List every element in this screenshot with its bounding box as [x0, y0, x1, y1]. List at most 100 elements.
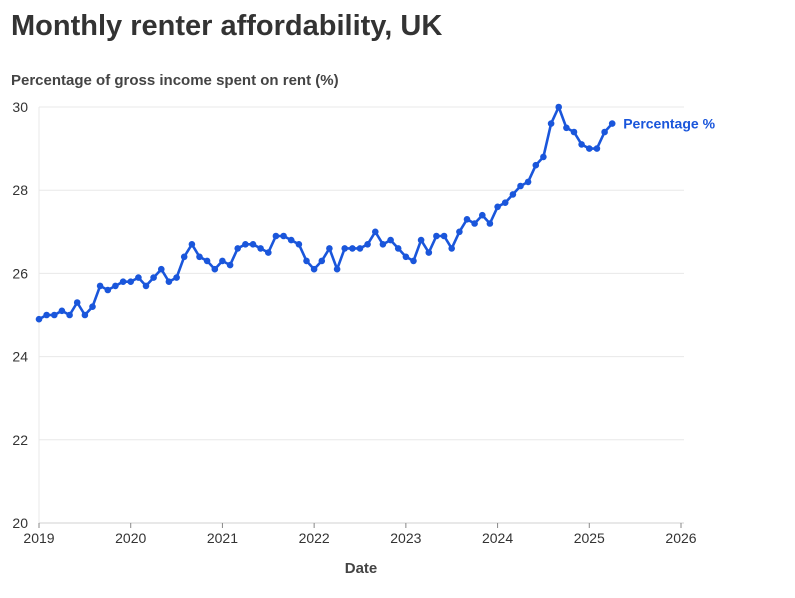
data-point [310, 265, 318, 273]
data-point [471, 220, 478, 227]
data-point [410, 257, 417, 265]
x-tick-label: 2020 [115, 530, 146, 546]
data-point [326, 245, 333, 252]
series-group: Percentage % [35, 103, 716, 323]
data-point [379, 241, 387, 248]
data-point [318, 257, 326, 265]
data-point [463, 216, 471, 223]
y-tick-label: 30 [12, 99, 28, 115]
data-point [394, 245, 402, 252]
series-line [38, 105, 614, 321]
data-point [119, 278, 127, 286]
data-point [479, 211, 486, 219]
data-point [341, 245, 349, 252]
data-point [150, 274, 157, 281]
y-axis-label: Percentage of gross income spent on rent… [11, 72, 339, 89]
data-point [135, 274, 142, 281]
data-point [203, 257, 211, 265]
data-point [66, 311, 73, 319]
data-point [517, 182, 524, 190]
data-point [188, 241, 196, 248]
y-tick-label: 22 [12, 432, 28, 448]
y-tick-label: 20 [12, 515, 28, 531]
x-axis-label: Date [345, 560, 378, 577]
data-point [601, 128, 608, 136]
data-point [555, 103, 562, 111]
data-point [494, 203, 501, 211]
data-point [58, 307, 66, 315]
data-point [257, 245, 264, 252]
data-point [242, 241, 249, 248]
data-point [180, 253, 188, 261]
data-point [219, 257, 226, 265]
y-tick-label: 24 [12, 349, 28, 365]
data-point [165, 278, 173, 286]
data-point [501, 199, 509, 206]
data-point [509, 191, 517, 198]
data-point [349, 245, 356, 252]
data-point [364, 241, 371, 248]
data-point [196, 253, 203, 261]
x-tick-labels: 2019 2020 2021 2022 2023 2024 2025 2026 [23, 523, 697, 546]
x-tick-label: 2019 [23, 530, 54, 546]
data-point [173, 274, 180, 281]
data-point [524, 178, 532, 186]
data-point [35, 315, 43, 323]
data-point [425, 249, 433, 256]
data-point [578, 141, 585, 148]
data-point [51, 311, 58, 319]
data-point [295, 241, 303, 248]
data-point [249, 241, 257, 248]
data-point [532, 161, 540, 169]
data-point [608, 120, 616, 127]
data-point [402, 253, 410, 261]
data-point [96, 282, 104, 290]
data-point [265, 249, 272, 256]
data-point [234, 245, 241, 252]
data-point [158, 265, 165, 273]
data-point [43, 311, 50, 319]
data-point [486, 220, 494, 227]
data-point [417, 236, 425, 244]
data-point [433, 232, 440, 240]
data-point [448, 245, 456, 252]
data-point [211, 265, 219, 273]
data-point [142, 282, 150, 290]
data-point [570, 128, 578, 136]
x-tick-label: 2021 [207, 530, 238, 546]
x-tick-label: 2023 [390, 530, 421, 546]
data-point [89, 303, 96, 311]
data-point [387, 236, 394, 244]
data-point [303, 257, 310, 265]
chart-title: Monthly renter affordability, UK [11, 10, 443, 42]
series-label: Percentage % [623, 116, 715, 132]
x-tick-label: 2026 [665, 530, 696, 546]
data-point [280, 232, 287, 240]
data-point [440, 232, 448, 240]
data-point [372, 228, 379, 236]
data-point [333, 265, 341, 273]
data-point [456, 228, 463, 236]
data-point [593, 145, 601, 152]
y-tick-label: 28 [12, 182, 28, 198]
data-point [356, 245, 364, 252]
data-point [287, 236, 295, 244]
data-point [112, 282, 119, 290]
x-tick-label: 2025 [574, 530, 605, 546]
data-point [563, 124, 570, 132]
data-point [272, 232, 280, 240]
data-point [81, 311, 89, 319]
data-point [127, 278, 134, 286]
data-point [586, 145, 593, 152]
y-tick-label: 26 [12, 265, 28, 281]
gridlines [38, 106, 684, 524]
data-point [73, 299, 81, 306]
data-point [226, 261, 234, 269]
x-tick-label: 2022 [299, 530, 330, 546]
x-tick-label: 2024 [482, 530, 513, 546]
data-point [540, 153, 547, 161]
data-point [104, 286, 112, 294]
data-point [547, 120, 555, 127]
y-tick-labels: 20 22 24 26 28 30 [12, 99, 28, 531]
